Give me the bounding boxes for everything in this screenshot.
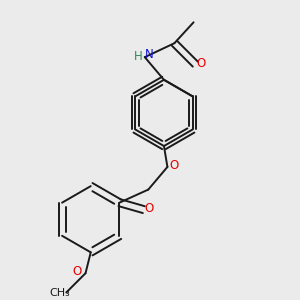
Text: O: O (196, 57, 206, 70)
Text: N: N (145, 48, 153, 61)
Text: CH₃: CH₃ (49, 289, 70, 298)
Text: O: O (72, 265, 81, 278)
Text: H: H (134, 50, 143, 63)
Text: O: O (145, 202, 154, 215)
Text: O: O (170, 159, 179, 172)
